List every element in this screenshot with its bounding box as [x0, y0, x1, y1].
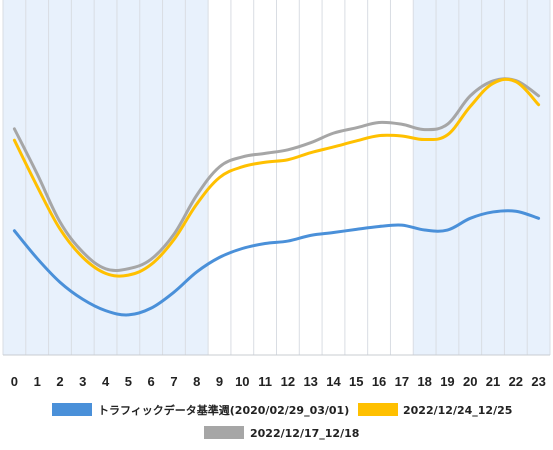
x-tick-label: 17 — [395, 374, 409, 389]
series-line-2 — [12, 77, 541, 273]
x-tick-label: 16 — [372, 374, 386, 389]
x-tick-label: 4 — [102, 374, 110, 389]
x-axis: 0 1 2 3 4 5 6 7 8 9 10 11 12 13 14 15 16 17 18 19 20 21 22 23 — [11, 374, 546, 389]
x-tick-label: 23 — [531, 374, 545, 389]
legend-swatch-0 — [52, 403, 92, 416]
legend-label-0: トラフィックデータ基準週(2020/02/29_03/01) — [98, 403, 349, 417]
x-tick-label: 12 — [281, 374, 295, 389]
series-line-1 — [12, 77, 541, 278]
legend-swatch-1 — [358, 403, 398, 416]
x-tick-label: 9 — [216, 374, 223, 389]
legend-label-2: 2022/12/17_12/18 — [250, 427, 359, 440]
x-tick-label: 13 — [303, 374, 317, 389]
x-tick-label: 7 — [170, 374, 177, 389]
x-tick-label: 22 — [509, 374, 523, 389]
legend-label-1: 2022/12/24_12/25 — [403, 404, 512, 417]
shaded-region-0 — [3, 0, 209, 355]
x-tick-label: 8 — [193, 374, 200, 389]
x-tick-label: 5 — [125, 374, 132, 389]
x-tick-label: 20 — [463, 374, 477, 389]
x-tick-label: 3 — [79, 374, 86, 389]
x-tick-label: 1 — [34, 374, 41, 389]
x-tick-label: 19 — [440, 374, 454, 389]
legend: トラフィックデータ基準週(2020/02/29_03/01) 2022/12/24… — [52, 403, 512, 440]
gridlines — [2, 0, 551, 356]
x-tick-label: 15 — [349, 374, 363, 389]
x-tick-label: 6 — [148, 374, 155, 389]
x-tick-label: 0 — [11, 374, 18, 389]
x-tick-label: 11 — [258, 374, 272, 389]
legend-swatch-2 — [204, 426, 244, 439]
x-tick-label: 18 — [417, 374, 431, 389]
series-line-0 — [12, 209, 541, 317]
x-tick-label: 2 — [56, 374, 63, 389]
x-tick-label: 14 — [326, 374, 341, 389]
series-lines — [12, 77, 541, 317]
x-tick-label: 10 — [235, 374, 249, 389]
x-tick-label: 21 — [486, 374, 500, 389]
